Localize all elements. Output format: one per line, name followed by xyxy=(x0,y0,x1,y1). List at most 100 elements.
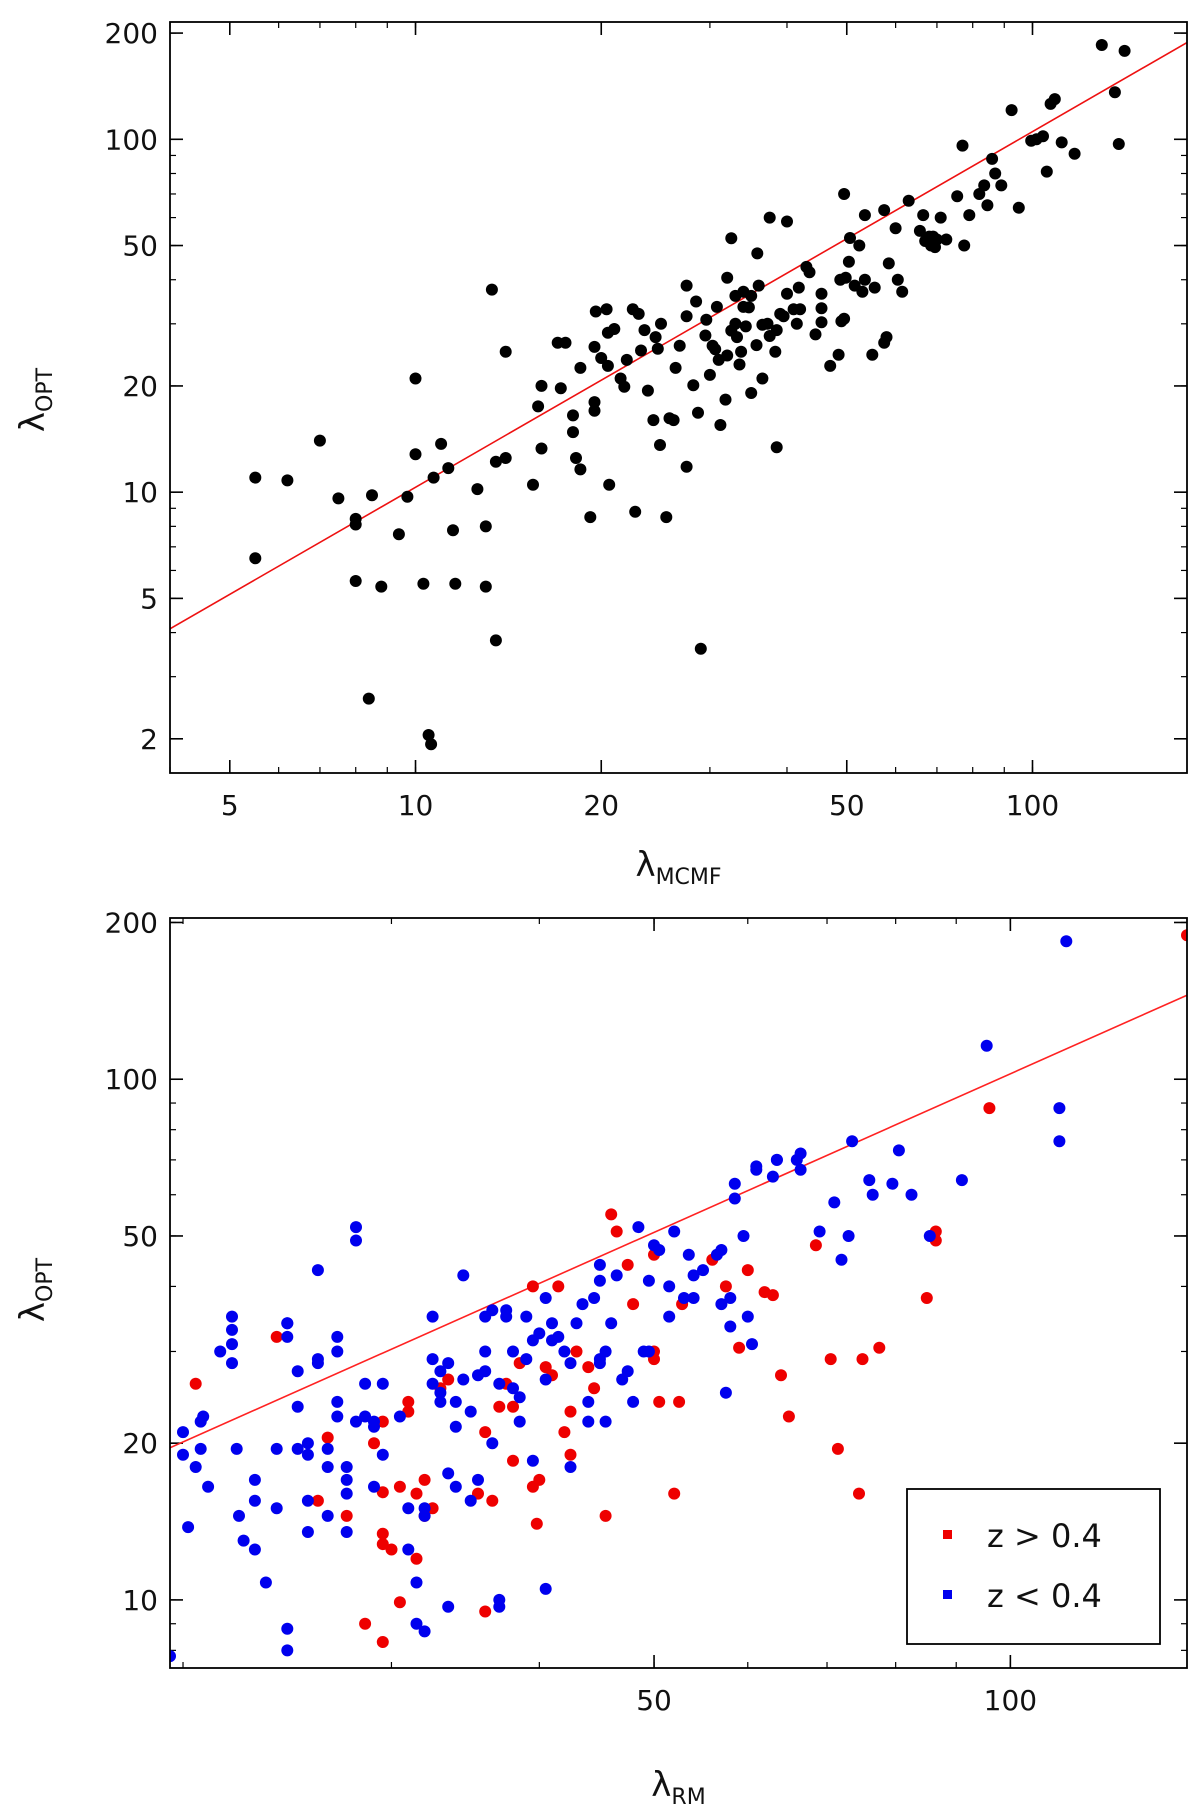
point-z-0-4 xyxy=(301,1448,314,1461)
point-z-0-4 xyxy=(687,1269,700,1282)
x-tick-label: 50 xyxy=(829,789,865,822)
data-point xyxy=(600,303,613,316)
point-z-0-4 xyxy=(350,1234,362,1247)
fit-line xyxy=(170,994,1187,1449)
point-z-0-4 xyxy=(507,1382,519,1395)
point-z-0-4 xyxy=(393,1480,406,1493)
point-z-0-4 xyxy=(449,1420,462,1433)
point-z-0-4 xyxy=(558,1426,571,1439)
data-point xyxy=(641,384,654,397)
point-z-0-4 xyxy=(668,1225,681,1238)
point-z-0-4 xyxy=(770,1153,783,1166)
data-point xyxy=(792,281,805,294)
point-z-0-4 xyxy=(291,1442,304,1455)
point-z-0-4 xyxy=(520,1353,533,1366)
data-point xyxy=(856,285,869,298)
point-z-0-4 xyxy=(593,1258,606,1271)
data-point xyxy=(366,489,378,502)
data-point xyxy=(489,455,502,468)
data-point xyxy=(739,320,752,333)
point-z-0-4 xyxy=(719,1280,732,1293)
point-z-0-4 xyxy=(920,1292,933,1304)
point-z-0-4 xyxy=(846,1135,859,1148)
point-z-0-4 xyxy=(376,1636,389,1648)
point-z-0-4 xyxy=(434,1365,447,1378)
point-z-0-4 xyxy=(588,1292,601,1304)
data-point xyxy=(375,580,388,593)
point-z-0-4 xyxy=(570,1345,583,1358)
point-z-0-4 xyxy=(402,1395,415,1408)
data-point xyxy=(567,409,579,422)
data-point xyxy=(934,211,947,224)
data-point xyxy=(409,372,422,385)
data-point xyxy=(902,194,915,207)
point-z-0-4 xyxy=(588,1382,601,1395)
point-z-0-4 xyxy=(775,1369,787,1382)
x-tick-label: 5 xyxy=(221,789,239,822)
point-z-0-4 xyxy=(610,1269,623,1282)
data-point xyxy=(660,511,673,524)
point-z-0-4 xyxy=(558,1345,571,1358)
point-z-0-4 xyxy=(331,1410,344,1423)
point-z-0-4 xyxy=(552,1280,565,1293)
point-z-0-4 xyxy=(507,1345,519,1358)
point-z-0-4 xyxy=(564,1448,577,1461)
point-z-0-4 xyxy=(570,1317,583,1330)
point-z-0-4 xyxy=(410,1552,423,1565)
point-z-0-4 xyxy=(393,1596,406,1609)
point-z-0-4 xyxy=(500,1310,513,1323)
point-z-0-4 xyxy=(824,1353,837,1366)
data-point xyxy=(588,404,601,417)
point-z-0-4 xyxy=(539,1582,552,1595)
data-point xyxy=(794,303,807,316)
point-z-0-4 xyxy=(233,1509,245,1522)
data-point xyxy=(680,279,693,292)
data-point xyxy=(742,301,755,314)
data-point xyxy=(618,380,631,393)
data-point xyxy=(896,285,909,298)
point-z-0-4 xyxy=(746,1338,758,1351)
data-point xyxy=(963,209,976,222)
data-point xyxy=(595,352,608,364)
point-z-0-4 xyxy=(794,1147,807,1160)
data-point xyxy=(1012,201,1025,214)
point-z-0-4 xyxy=(359,1377,372,1390)
point-z-0-4 xyxy=(464,1494,477,1507)
data-point xyxy=(1005,104,1018,117)
point-z-0-4 xyxy=(605,1208,618,1221)
point-z-0-4 xyxy=(766,1170,779,1183)
point-z-0-4 xyxy=(663,1310,676,1323)
point-z-0-4 xyxy=(741,1264,754,1277)
point-z-0-4 xyxy=(1060,935,1073,948)
point-z-0-4 xyxy=(599,1345,612,1358)
point-z-0-4 xyxy=(202,1480,215,1493)
point-z-0-4 xyxy=(340,1487,353,1500)
point-z-0-4 xyxy=(418,1473,431,1486)
point-z-0-4 xyxy=(426,1377,439,1390)
point-z-0-4 xyxy=(828,1196,841,1209)
point-z-0-4 xyxy=(733,1341,746,1354)
data-point xyxy=(638,324,651,337)
data-point xyxy=(690,295,703,308)
data-point xyxy=(986,152,999,165)
data-point xyxy=(417,577,430,590)
data-point xyxy=(930,233,943,246)
data-point xyxy=(489,634,502,647)
point-z-0-4 xyxy=(177,1448,189,1461)
point-z-0-4 xyxy=(610,1225,623,1238)
point-z-0-4 xyxy=(663,1280,676,1293)
point-z-0-4 xyxy=(472,1473,484,1486)
data-point xyxy=(824,359,837,372)
point-z-0-4 xyxy=(697,1264,709,1277)
data-point xyxy=(332,492,345,505)
point-z-0-4 xyxy=(248,1473,261,1486)
point-z-0-4 xyxy=(449,1480,462,1493)
data-point xyxy=(913,224,926,237)
point-z-0-4 xyxy=(259,1576,272,1589)
data-point xyxy=(632,307,645,320)
data-point xyxy=(409,448,422,461)
point-z-0-4 xyxy=(376,1538,389,1551)
y-tick-label: 100 xyxy=(105,123,158,156)
data-point xyxy=(842,255,855,268)
point-z-0-4 xyxy=(809,1239,822,1252)
